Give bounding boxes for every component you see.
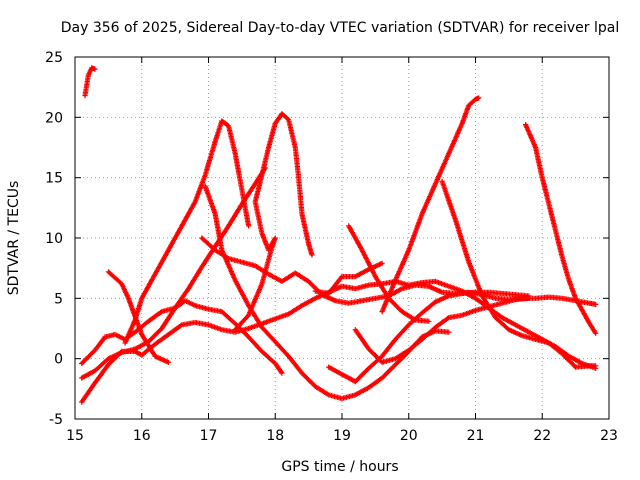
y-tick-label: 0 — [54, 352, 63, 368]
x-tick-label: 19 — [333, 428, 351, 444]
series-s6 — [122, 118, 252, 346]
x-tick-label: 21 — [467, 428, 485, 444]
y-tick-label: 15 — [45, 171, 63, 187]
x-tick-label: 23 — [600, 428, 618, 444]
series-markers — [82, 65, 98, 99]
series-markers — [122, 118, 252, 346]
series-markers — [439, 178, 599, 370]
x-tick-label: 20 — [400, 428, 418, 444]
series-s16 — [523, 122, 599, 336]
series-s12 — [352, 295, 532, 365]
y-tick-label: 10 — [45, 231, 63, 247]
series-s10 — [312, 260, 385, 297]
x-tick-label: 22 — [533, 428, 551, 444]
series-s8 — [232, 111, 315, 333]
series-markers — [312, 260, 385, 297]
series-markers — [326, 289, 532, 385]
series-markers — [352, 295, 532, 365]
series-markers — [232, 111, 315, 333]
series-s15 — [439, 178, 599, 370]
series-s5 — [105, 269, 171, 365]
series-s1 — [82, 65, 98, 99]
axis-ticks: 15 16 17 18 19 20 21 22 23 -5 0 5 10 15 20 25 — [45, 50, 618, 444]
x-tick-label: 17 — [200, 428, 218, 444]
y-axis-label: SDTVAR / TECUs — [6, 181, 22, 296]
y-tick-label: 20 — [45, 110, 63, 126]
series-s14 — [379, 95, 482, 315]
series-markers — [105, 269, 171, 365]
data-series — [79, 65, 599, 405]
y-tick-label: 25 — [45, 50, 63, 66]
y-tick-label: 5 — [54, 291, 63, 307]
grid-lines — [75, 57, 609, 419]
chart-title: Day 356 of 2025, Sidereal Day-to-day VTE… — [61, 20, 619, 36]
x-axis-label: GPS time / hours — [281, 459, 398, 475]
x-tick-label: 16 — [133, 428, 151, 444]
series-markers — [523, 122, 599, 336]
series-markers — [379, 95, 482, 315]
x-tick-label: 15 — [66, 428, 84, 444]
series-s13 — [326, 289, 532, 385]
x-tick-label: 18 — [266, 428, 284, 444]
y-tick-label: -5 — [49, 412, 63, 428]
